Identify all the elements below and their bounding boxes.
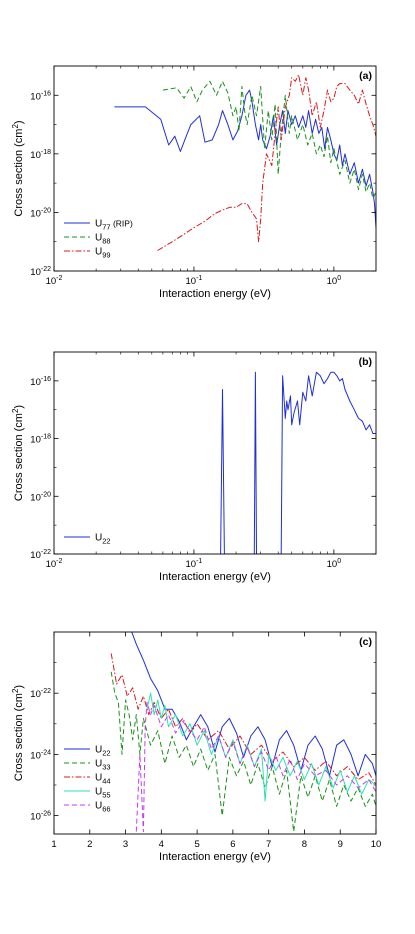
x-tick-label: 4 [159, 839, 164, 850]
y-tick-label: 10-20 [30, 207, 51, 219]
x-tick-label: 6 [230, 839, 235, 850]
series-line-u44 [110, 653, 376, 786]
legend-entry: U33 [95, 759, 111, 772]
y-tick-label: 10-22 [30, 549, 51, 561]
y-tick-label: 10-20 [30, 491, 51, 503]
x-tick-label: 100 [327, 558, 342, 570]
y-tick-label: 10-24 [30, 749, 51, 761]
legend-entry: U88 [95, 233, 111, 246]
y-axis-label: Cross section (cm2) [11, 685, 25, 781]
x-tick-label: 1 [51, 839, 56, 850]
panel-label: (c) [359, 636, 372, 648]
x-tick-label: 10-2 [46, 558, 63, 570]
panels: 10-2 10-1 10010-2210-2010-1810-16Interacti… [11, 65, 382, 863]
y-tick-label: 10-18 [30, 434, 51, 446]
x-tick-label: 10-1 [186, 275, 203, 287]
plot-frame [53, 351, 377, 555]
x-tick-label: 5 [194, 839, 199, 850]
x-tick-label: 100 [327, 275, 342, 287]
legend-entry: U22 [95, 745, 111, 758]
y-tick-label: 10-22 [30, 688, 51, 700]
x-tick-label: 10 [371, 839, 382, 850]
x-tick-label: 3 [123, 839, 128, 850]
series-line-u22 [220, 371, 376, 554]
series-line-u22 [131, 632, 376, 777]
panel-label: (a) [359, 70, 372, 82]
x-tick-label: 10-1 [186, 558, 203, 570]
y-tick-label: 10-22 [30, 266, 51, 278]
series-line-u88 [162, 80, 376, 199]
legend-entry: U77 (RIP) [95, 219, 133, 232]
y-tick-label: 10-18 [30, 149, 51, 161]
legend-entry: U55 [95, 787, 111, 800]
chart-panel-2: 1 2 3 4 5 6 7 8 9 10 10-26 10-24 10-22 Interaction en… [11, 631, 382, 863]
plot-frame [53, 65, 377, 272]
x-tick-label: 8 [302, 839, 307, 850]
chart-panel-1: 10-2 10-1 100 10-22 10-20 10-18 10-16 Interacti… [11, 351, 377, 583]
y-axis-label: Cross section (cm2) [11, 405, 25, 501]
y-tick-label: 10-16 [30, 90, 51, 102]
series-line-u33 [110, 671, 376, 833]
y-tick-label: 10-26 [30, 811, 51, 823]
x-axis-label: Interaction energy (eV) [159, 288, 271, 300]
series-line-u99 [157, 74, 376, 251]
legend-entry: U22 [95, 533, 111, 546]
x-tick-label: 2 [87, 839, 92, 850]
chart-panel-0: 10-2 10-1 100 10-22 10-20 10-18 10-16 Interacti… [11, 65, 377, 300]
x-tick-label: 9 [338, 839, 343, 850]
plot-frame [53, 631, 377, 835]
y-tick-label: 10-16 [30, 376, 51, 388]
x-axis-label: Interaction energy (eV) [159, 851, 271, 863]
x-tick-label: 10-2 [46, 275, 63, 287]
series-line-u77 [114, 89, 376, 228]
series-line-u66 [135, 701, 376, 833]
x-tick-label: 7 [266, 839, 271, 850]
x-axis-label: Interaction energy (eV) [159, 571, 271, 583]
legend-entry: U44 [95, 773, 111, 786]
legend-entry: U99 [95, 247, 111, 260]
legend-entry: U66 [95, 801, 111, 814]
y-axis-label: Cross section (cm2) [11, 120, 25, 216]
panel-label: (b) [359, 356, 372, 368]
